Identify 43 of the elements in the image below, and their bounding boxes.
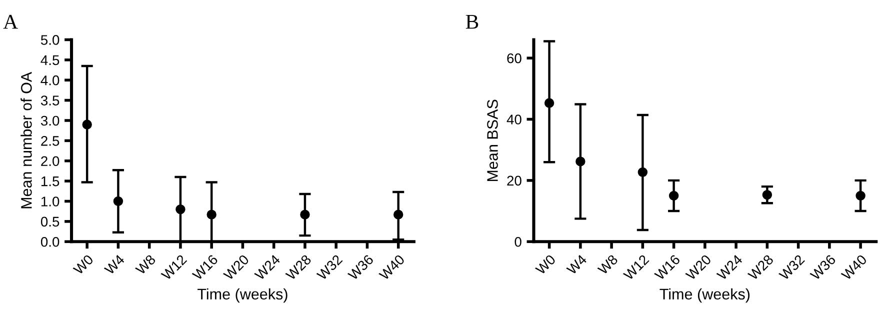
x-tick-label: W0 [72, 254, 94, 276]
point [300, 210, 310, 220]
x-axis-title: Time (weeks) [660, 288, 750, 303]
chart-title: B [466, 14, 478, 29]
y-tick-label: 0 [514, 236, 522, 247]
y-tick-label: 4.0 [40, 75, 60, 86]
y-tick-label: 40 [506, 114, 522, 124]
point [856, 190, 866, 201]
y-tick-label: 0.5 [40, 216, 60, 227]
y-tick-label: 2.0 [41, 156, 60, 166]
y-tick-label: 1.5 [41, 176, 60, 186]
x-tick-label: W8 [597, 254, 618, 276]
x-axis-title: Time (weeks) [198, 288, 288, 303]
x-tick-label: W20 [222, 254, 250, 281]
point [113, 196, 124, 206]
y-tick-label: 4.5 [40, 55, 60, 66]
x-tick-label: W20 [685, 254, 712, 281]
point [544, 98, 554, 108]
y-axis-title: Mean number of OA [20, 72, 32, 208]
point [176, 204, 186, 214]
y-tick-label: 60 [507, 53, 522, 64]
y-tick-label: 3.0 [40, 116, 60, 126]
point [206, 210, 216, 220]
x-tick-label: W8 [134, 254, 156, 276]
x-tick-label: W40 [378, 254, 406, 281]
point [576, 156, 586, 166]
chart-title: A [3, 14, 18, 29]
y-tick-label: 1.0 [41, 196, 60, 206]
point [762, 190, 772, 200]
x-tick-label: W0 [534, 254, 556, 276]
point [668, 190, 679, 201]
y-tick-label: 3.5 [40, 96, 60, 106]
point [393, 210, 404, 220]
y-axis-title: Mean BSAS [487, 100, 498, 182]
y-tick-label: 0.0 [40, 236, 60, 247]
y-tick-label: 20 [507, 176, 522, 186]
x-tick-label: W4 [104, 254, 126, 276]
y-tick-label: 5.0 [40, 35, 60, 45]
point [82, 120, 92, 130]
x-tick-label: W40 [840, 254, 868, 281]
point [638, 167, 648, 178]
y-tick-label: 2.5 [41, 136, 60, 146]
x-tick-label: W4 [566, 254, 588, 276]
